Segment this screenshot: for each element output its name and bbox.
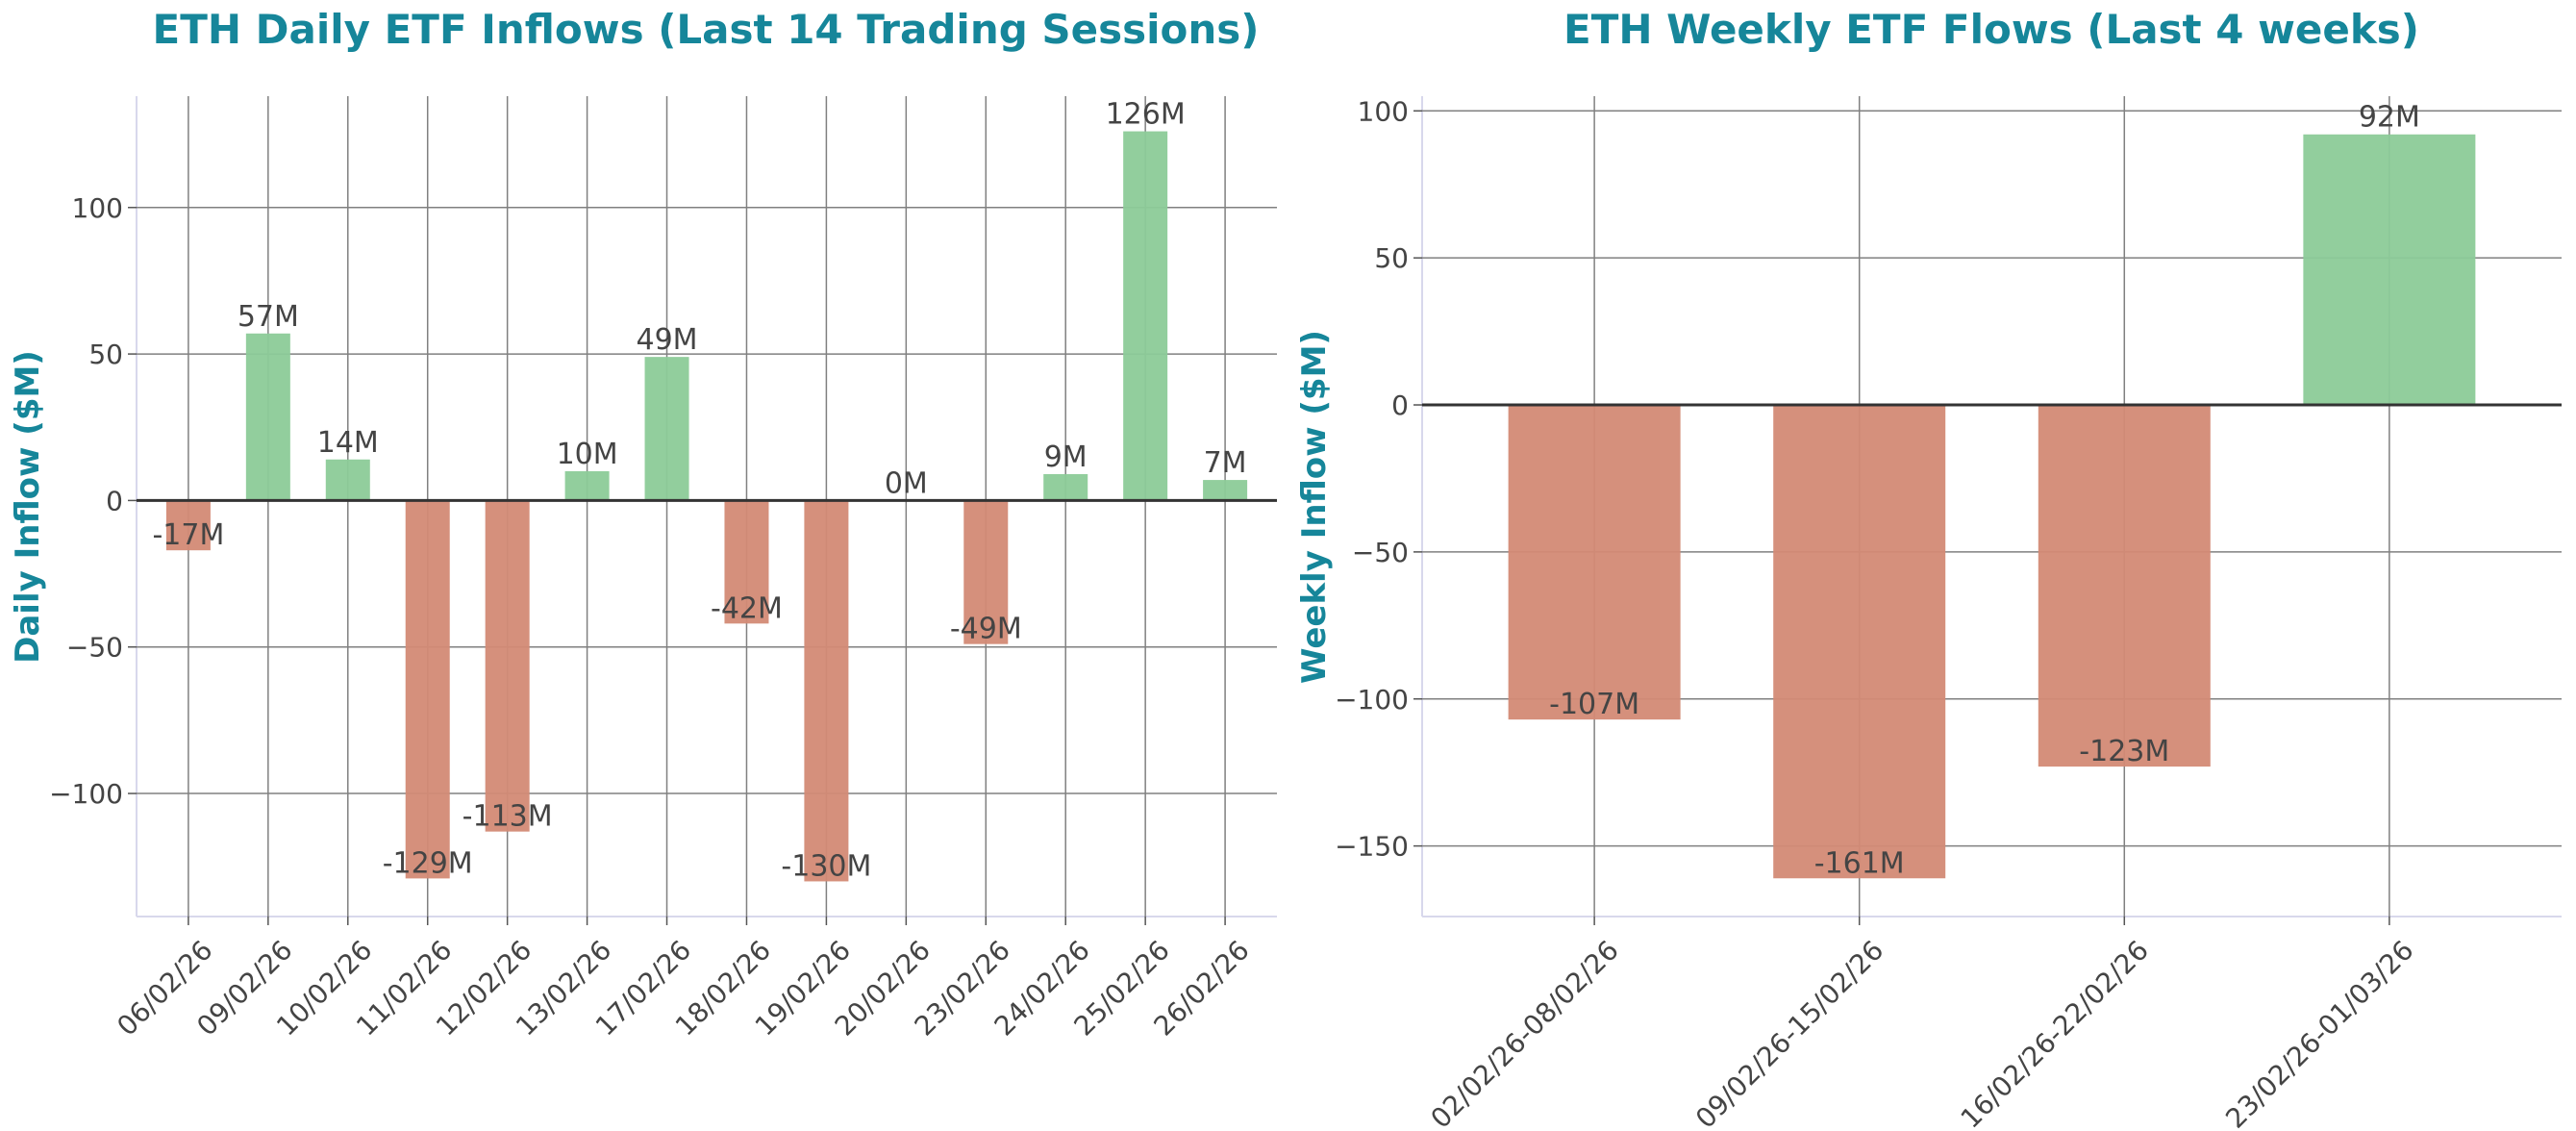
daily-data-label: 9M	[1044, 440, 1088, 474]
daily-bar	[245, 333, 290, 501]
weekly-bar	[2038, 405, 2211, 767]
weekly-bar	[1508, 405, 1681, 720]
daily-y-tick-label: −50	[66, 632, 123, 664]
daily-data-label: 126M	[1106, 98, 1186, 132]
weekly-chart-title: ETH Weekly ETF Flows (Last 4 weeks)	[1563, 6, 2419, 53]
daily-y-tick-label: 50	[88, 339, 123, 370]
daily-bar	[325, 459, 370, 501]
weekly-y-tick-label: −150	[1335, 831, 1409, 863]
daily-bar	[804, 500, 849, 882]
weekly-y-tick-label: 50	[1374, 242, 1409, 274]
weekly-data-label: -107M	[1549, 688, 1639, 721]
daily-bar	[564, 470, 610, 501]
daily-bar	[405, 500, 450, 879]
daily-data-label: -42M	[711, 591, 783, 625]
daily-bar	[1043, 473, 1088, 501]
weekly-y-tick-label: −50	[1352, 537, 1409, 568]
weekly-y-tick-label: −100	[1335, 684, 1409, 716]
weekly-data-label: 92M	[2359, 101, 2420, 135]
daily-y-tick-label: −100	[49, 778, 123, 810]
daily-data-label: -129M	[383, 846, 473, 880]
daily-data-label: 10M	[557, 438, 618, 471]
weekly-x-tick-label: 02/02/26-08/02/26	[1424, 934, 1624, 1131]
daily-bar	[165, 500, 211, 551]
weekly-x-tick-label: 16/02/26-22/02/26	[1955, 934, 2155, 1131]
weekly-data-label: -161M	[1814, 846, 1905, 880]
weekly-y-tick-label: 0	[1391, 390, 1409, 421]
daily-bar	[644, 357, 689, 501]
daily-bar	[963, 500, 1009, 644]
weekly-bar	[1773, 405, 1946, 879]
daily-data-label: 14M	[317, 426, 379, 460]
daily-data-label: 0M	[885, 466, 928, 500]
daily-y-tick-label: 100	[72, 192, 123, 224]
daily-data-label: -49M	[950, 613, 1022, 646]
daily-data-label: 57M	[238, 300, 299, 334]
weekly-bar	[2303, 134, 2476, 406]
daily-data-label: -17M	[152, 518, 224, 552]
daily-data-label: 7M	[1204, 446, 1247, 480]
weekly-x-tick-label: 23/02/26-01/03/26	[2219, 934, 2419, 1131]
daily-bar	[724, 500, 769, 624]
daily-bar	[1123, 131, 1168, 501]
daily-y-tick-label: 0	[106, 485, 123, 516]
daily-bar	[1203, 480, 1248, 501]
daily-data-label: -130M	[781, 849, 871, 883]
weekly-data-label: -123M	[2079, 735, 2169, 768]
weekly-y-tick-label: 100	[1358, 95, 1409, 127]
daily-bar	[485, 500, 530, 832]
weekly-x-tick-label: 09/02/26-15/02/26	[1689, 934, 1889, 1131]
daily-chart-title: ETH Daily ETF Inflows (Last 14 Trading S…	[152, 6, 1260, 53]
daily-data-label: 49M	[637, 323, 698, 357]
daily-data-label: -113M	[463, 800, 553, 834]
